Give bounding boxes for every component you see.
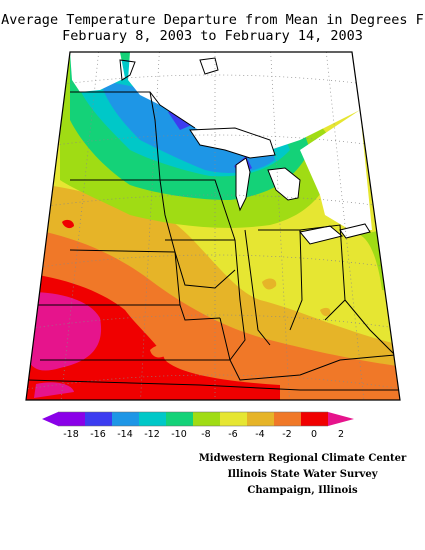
sd-ne-border [69, 249, 176, 253]
spot-minus-4-east [320, 307, 331, 317]
lake-ontario [340, 224, 370, 238]
legend-tick-label: -14 [117, 429, 133, 440]
credit-line-3: Champaign, Illinois [247, 485, 358, 496]
credit-line-2: Illinois State Water Survey [227, 469, 378, 480]
canada-border [70, 91, 196, 129]
legend-tick-label: -16 [90, 429, 106, 440]
legend-tick-label: -18 [63, 429, 79, 440]
lake-ontario-outline [339, 223, 371, 239]
legend-color-minus-8 [193, 412, 220, 426]
legend-arrow-high [328, 412, 354, 426]
lake-michigan-outline [235, 157, 251, 212]
legend-tick-label: -2 [282, 429, 291, 440]
mn-ia-west-border [149, 91, 181, 306]
legend-tick-label: -10 [171, 429, 187, 440]
lake-nipigon-outline [199, 57, 219, 75]
lake-superior [190, 128, 275, 158]
map-title-line-1: Average Temperature Departure from Mean … [1, 12, 424, 28]
legend-color-minus-2 [274, 412, 301, 426]
legend-color-minus-18 [58, 412, 85, 426]
legend-tick-label: -8 [201, 429, 210, 440]
lon-line-85 [269, 52, 291, 400]
warm-spot [62, 219, 74, 229]
graticule [26, 52, 400, 400]
lake-erie-outline [299, 225, 344, 245]
no-data-area-ontario [300, 110, 372, 230]
ky-tn-border [219, 317, 396, 381]
lake-huron [268, 168, 300, 200]
ne-ks-border [26, 304, 221, 321]
lake-michigan [236, 158, 250, 210]
lake-erie [300, 226, 342, 244]
legend-color-minus-16 [85, 412, 112, 426]
legend-color-minus-10 [166, 412, 193, 426]
legend-color-minus-14 [112, 412, 139, 426]
lon-line-95 [139, 52, 161, 400]
lake-superior-outline [189, 127, 276, 159]
band-above-2 [26, 292, 102, 371]
legend-color-minus-6 [220, 412, 247, 426]
map-frame [25, 51, 401, 401]
map-title-line-2: February 8, 2003 to February 14, 2003 [62, 28, 363, 44]
temperature-field [26, 52, 400, 400]
il-mo-border [229, 239, 246, 361]
legend-tick-label: 0 [311, 429, 317, 440]
wv-va-border [344, 299, 396, 356]
in-oh-border [258, 229, 303, 331]
state-boundaries [26, 57, 400, 391]
credit-line-1: Midwestern Regional Climate Center [198, 453, 407, 464]
spot-minus-2 [150, 345, 169, 358]
no-data-area-canada [128, 52, 360, 150]
spot-minus-4 [262, 278, 277, 290]
legend-color-minus-4 [247, 412, 274, 426]
lake-huron-outline [267, 167, 301, 201]
il-in-border [244, 229, 271, 346]
legend-tick-label: 2 [338, 429, 344, 440]
legend-color-0 [301, 412, 328, 426]
southern-border [26, 379, 400, 391]
mn-wi-border [160, 179, 236, 241]
color-legend: -18 -16 -14 -12 -10 -8 -6 -4 -2 0 2 [42, 411, 354, 440]
ia-mo-border [174, 251, 236, 289]
legend-tick-label: -12 [144, 429, 160, 440]
legend-tick-label: -4 [255, 429, 264, 440]
lake-winnipeg-outline [119, 59, 136, 81]
legend-color-minus-12 [139, 412, 166, 426]
legend-tick-label: -6 [228, 429, 237, 440]
legend-arrow-low [42, 412, 58, 426]
